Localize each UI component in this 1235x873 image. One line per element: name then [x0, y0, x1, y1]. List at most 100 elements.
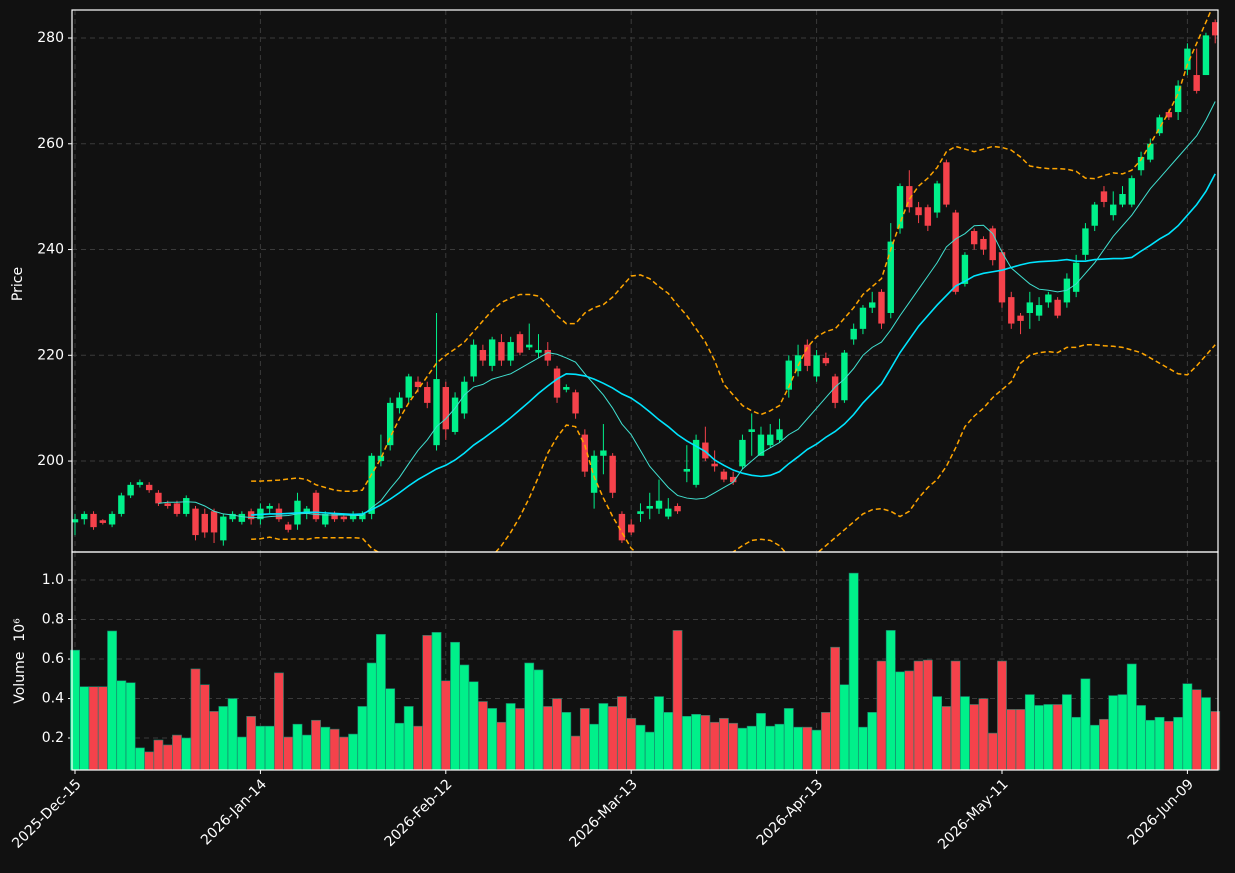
volume-bar	[802, 726, 813, 771]
candle-body	[841, 352, 848, 401]
candle-body	[81, 513, 88, 520]
candle-body	[461, 381, 468, 414]
volume-bar	[1173, 716, 1184, 771]
volume-bar	[728, 722, 739, 771]
volume-bar	[422, 635, 433, 771]
candle-body	[720, 471, 728, 480]
volume-bar	[774, 723, 785, 771]
candle-body	[377, 455, 385, 462]
candle-body	[729, 476, 737, 483]
candle-body	[1054, 299, 1061, 316]
candle-body	[970, 231, 978, 245]
volume-bar	[153, 739, 164, 771]
candle-body	[896, 186, 904, 229]
candle-body	[776, 429, 783, 440]
candle-body	[127, 484, 134, 496]
volume-bar	[895, 671, 905, 771]
volume-bar	[1145, 719, 1156, 771]
volume-bar	[1099, 718, 1109, 771]
candle-body	[646, 505, 653, 509]
candle-body	[767, 434, 774, 446]
y-tick-label: 1.0	[42, 572, 64, 588]
volume-bar	[542, 706, 553, 771]
candle-body	[498, 342, 505, 361]
volume-bar	[459, 664, 470, 771]
candle-body	[637, 511, 644, 514]
candle-body	[544, 350, 551, 361]
candle-body	[488, 339, 496, 366]
candle-body	[692, 439, 700, 485]
candle-body	[99, 520, 107, 523]
candle-body	[535, 350, 542, 353]
volume-bar	[969, 704, 980, 771]
candle-body	[813, 355, 820, 377]
volume-bar	[533, 669, 544, 771]
candle-body	[869, 302, 876, 308]
candle-body	[924, 207, 932, 226]
volume-bar	[162, 744, 173, 771]
volume-bar	[737, 727, 748, 771]
candle-body	[1045, 294, 1052, 303]
volume-bar	[858, 726, 868, 771]
volume-bar	[338, 736, 349, 771]
candle-body	[479, 350, 487, 361]
volume-bar	[811, 729, 822, 771]
candle-body	[628, 524, 635, 533]
volume-bar	[218, 706, 229, 771]
candle-body	[748, 429, 755, 432]
volume-bar	[691, 714, 701, 771]
volume-bar	[1154, 716, 1165, 771]
volume-label: Volume	[12, 652, 28, 704]
volume-bar	[1006, 709, 1017, 771]
candle-body	[145, 484, 153, 491]
volume-bar	[357, 706, 368, 771]
volume-bar	[1201, 697, 1211, 771]
volume-bar	[88, 686, 99, 771]
candles	[72, 10, 1218, 552]
volume-bar	[524, 662, 535, 771]
volume-bar	[1080, 678, 1091, 771]
volume-scale: 10⁶	[12, 618, 28, 642]
candle-body	[674, 505, 681, 512]
candle-body	[785, 360, 792, 390]
candle-body	[1017, 315, 1024, 321]
candle-body	[285, 524, 292, 530]
candle-body	[247, 511, 255, 520]
candle-body	[831, 376, 839, 403]
volume-bar	[830, 646, 841, 771]
volume-bar	[746, 725, 757, 771]
volume-bar	[570, 735, 581, 771]
volume-bar	[1117, 694, 1128, 771]
candle-body	[600, 450, 607, 456]
candle-body	[229, 513, 236, 520]
volume-bar	[672, 630, 683, 771]
candle-body	[396, 397, 403, 409]
volume-bar	[904, 670, 915, 771]
candle-body	[581, 434, 589, 472]
candle-body	[655, 500, 663, 509]
candle-body	[1202, 35, 1210, 76]
candle-body	[683, 468, 691, 472]
candle-body	[952, 212, 959, 292]
volume-bar	[756, 713, 766, 771]
candle-body	[424, 387, 431, 403]
volume-bar	[932, 696, 943, 771]
candle-body	[433, 379, 440, 446]
volume-bar	[820, 712, 831, 771]
candle-body	[526, 344, 533, 348]
candle-body	[1174, 85, 1182, 113]
volume-bar	[311, 719, 321, 771]
volume-bar	[654, 696, 664, 771]
volume-bar	[635, 724, 646, 771]
volume-bar	[236, 736, 247, 771]
volume-bar	[134, 747, 145, 771]
volume-bar	[394, 722, 405, 771]
volume-bar	[922, 659, 933, 771]
candle-body	[192, 508, 199, 536]
candle-body	[665, 508, 672, 517]
volume-bar	[172, 734, 182, 771]
candle-body	[201, 513, 208, 533]
volume-bar	[274, 672, 284, 771]
y-tick-label: 0.8	[42, 612, 64, 628]
